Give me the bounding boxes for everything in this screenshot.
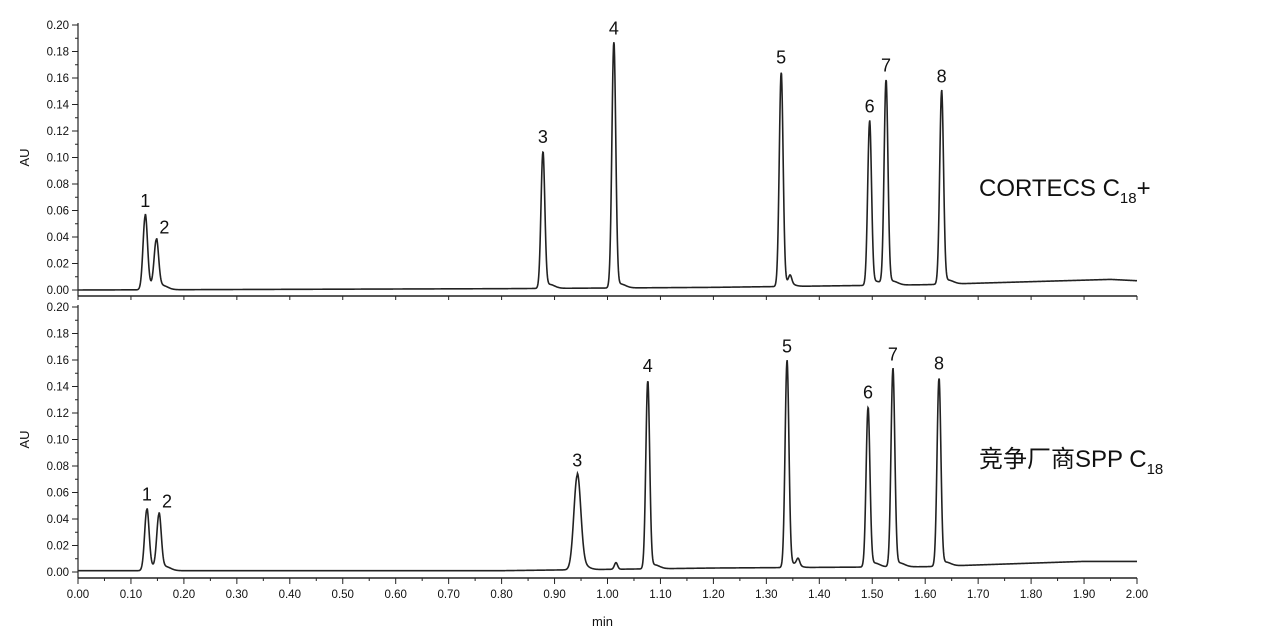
peak-label-6: 6	[865, 97, 875, 117]
y-tick-label: 0.16	[47, 355, 69, 367]
y-tick-label: 0.20	[47, 20, 69, 32]
y-tick-label: 0.18	[47, 329, 69, 341]
y-axis-title: AU	[17, 148, 32, 166]
x-tick-label: 0.30	[226, 589, 248, 601]
peak-label-8: 8	[934, 354, 944, 374]
y-tick-label: 0.10	[47, 153, 69, 165]
x-tick-label: 0.80	[490, 589, 512, 601]
x-tick-label: 1.80	[1020, 589, 1042, 601]
x-tick-label: 1.70	[967, 589, 989, 601]
y-tick-label: 0.02	[47, 541, 69, 553]
peak-label-8: 8	[937, 66, 947, 86]
peak-label-5: 5	[782, 336, 792, 356]
chromatogram-trace	[78, 42, 1138, 291]
x-tick-label: 0.90	[543, 589, 565, 601]
peak-label-2: 2	[162, 491, 172, 511]
x-tick-label: 1.20	[702, 589, 724, 601]
x-tick-label: 1.30	[755, 589, 777, 601]
peak-label-7: 7	[888, 344, 898, 364]
x-tick-label: 1.40	[808, 589, 830, 601]
peak-label-4: 4	[609, 19, 619, 39]
y-tick-label: 0.04	[47, 514, 70, 526]
peak-label-7: 7	[881, 56, 891, 76]
x-tick-label: 1.10	[649, 589, 671, 601]
x-tick-label: 0.60	[385, 589, 407, 601]
y-tick-label: 0.14	[47, 100, 70, 112]
peak-label-2: 2	[159, 217, 169, 237]
x-tick-label: 0.20	[173, 589, 195, 601]
x-tick-label: 1.90	[1073, 589, 1095, 601]
x-tick-label: 1.60	[914, 589, 936, 601]
x-tick-label: 2.00	[1126, 589, 1148, 601]
y-tick-label: 0.02	[47, 259, 69, 271]
y-axis-title: AU	[17, 430, 32, 448]
y-tick-label: 0.14	[47, 382, 70, 394]
y-tick-label: 0.18	[47, 47, 69, 59]
y-tick-label: 0.20	[47, 302, 69, 314]
x-tick-label: 1.00	[596, 589, 618, 601]
chromatogram-trace	[78, 360, 1137, 572]
peak-label-3: 3	[572, 450, 582, 470]
y-tick-label: 0.04	[47, 232, 70, 244]
peak-label-4: 4	[643, 356, 653, 376]
x-tick-label: 1.50	[861, 589, 883, 601]
x-tick-label: 0.70	[437, 589, 459, 601]
x-tick-label: 0.00	[67, 589, 89, 601]
trace-label: CORTECS C18+	[979, 175, 1151, 207]
y-tick-label: 0.06	[47, 206, 69, 218]
y-tick-label: 0.08	[47, 461, 69, 473]
y-tick-label: 0.00	[47, 567, 69, 579]
x-tick-label: 0.40	[279, 589, 301, 601]
x-tick-label: 0.50	[332, 589, 354, 601]
peak-label-6: 6	[863, 383, 873, 403]
peak-label-3: 3	[538, 127, 548, 147]
y-tick-label: 0.12	[47, 408, 69, 420]
y-tick-label: 0.10	[47, 435, 69, 447]
y-tick-label: 0.06	[47, 488, 69, 500]
x-axis-title: min	[592, 614, 613, 629]
trace-label: 竞争厂商SPP C18	[979, 446, 1163, 478]
x-tick-label: 0.10	[120, 589, 142, 601]
y-tick-label: 0.00	[47, 285, 69, 297]
y-tick-label: 0.16	[47, 73, 69, 85]
peak-label-1: 1	[142, 485, 152, 505]
y-tick-label: 0.08	[47, 179, 69, 191]
peak-label-5: 5	[776, 48, 786, 68]
y-tick-label: 0.12	[47, 126, 69, 138]
peak-label-1: 1	[140, 191, 150, 211]
